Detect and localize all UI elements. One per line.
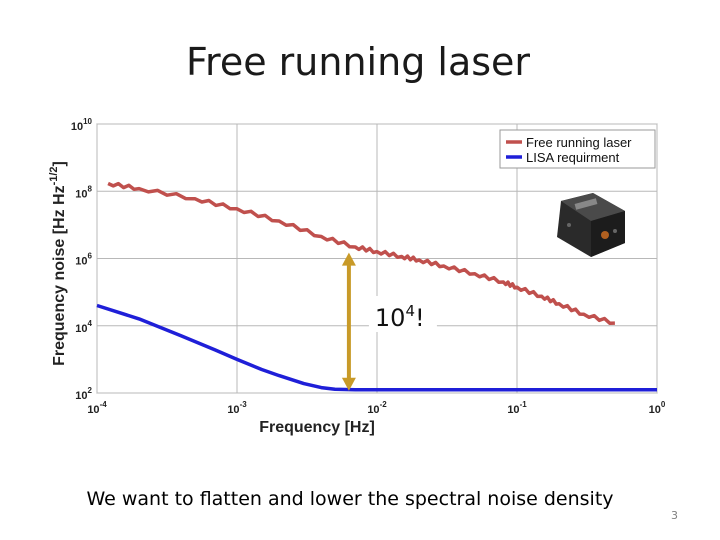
y-tick-label: 104 — [75, 319, 92, 335]
annotation-label: 104! — [375, 302, 425, 332]
laser-device-image — [557, 193, 625, 257]
y-tick-label: 1010 — [71, 117, 93, 133]
annotation-arrow-head-bottom — [341, 377, 356, 391]
x-tick-label: 10-1 — [507, 400, 527, 416]
legend-box — [499, 129, 656, 169]
slide-title: Free running laser — [185, 40, 531, 84]
device-label — [574, 198, 598, 210]
x-tick-label: 10-2 — [367, 400, 387, 416]
x-axis-label: Frequency [Hz] — [259, 419, 375, 436]
annotation-arrow-head-top — [341, 252, 356, 266]
y-tick-label: 102 — [75, 386, 92, 402]
y-axis-label: Frequency noise [Hz Hz-1/2] — [48, 161, 68, 366]
device-screw — [613, 229, 617, 233]
legend-label: Free running laser — [526, 135, 632, 150]
annotation-label-bg — [368, 296, 437, 332]
y-tick-label: 108 — [75, 184, 92, 200]
device-top — [561, 193, 625, 221]
legend-label: LISA requirment — [526, 150, 620, 165]
slide-caption: We want to flatten and lower the spectra… — [86, 488, 614, 510]
x-tick-label: 10-4 — [87, 400, 107, 416]
device-connector — [601, 231, 609, 239]
series-line-free-running-laser — [107, 181, 615, 325]
y-tick-label: 106 — [75, 252, 92, 268]
series-line-lisa-requirement — [96, 303, 657, 392]
x-tick-label: 100 — [649, 400, 666, 416]
x-tick-label: 10-3 — [227, 400, 247, 416]
page-number: 3 — [671, 509, 678, 522]
device-screw — [567, 223, 571, 227]
